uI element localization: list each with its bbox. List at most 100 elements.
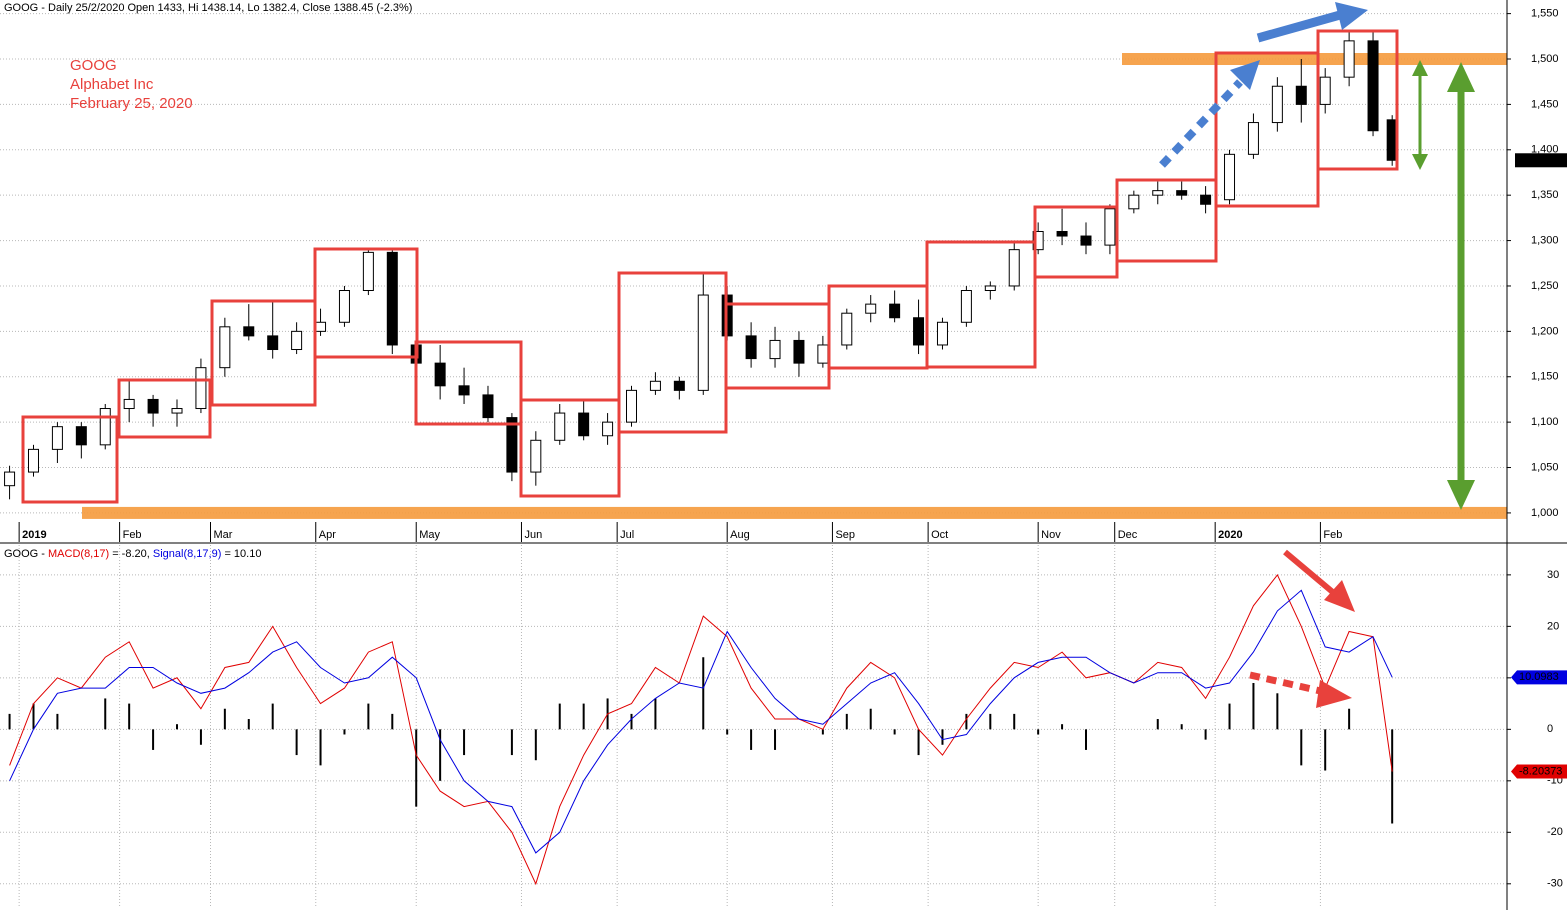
candle-body [1104,208,1116,246]
y-tick-label: 1,000 [1531,507,1559,519]
y-tick-label: 1,500 [1531,53,1559,65]
x-tick-label: Nov [1041,529,1061,541]
arrows [1159,2,1475,708]
y-tick-label: 0 [1547,723,1553,735]
candle-body [697,294,709,391]
x-tick-label: Oct [931,529,948,541]
y-tick-label: 30 [1547,569,1559,581]
candle-body [1295,85,1307,105]
candle-body [27,448,39,473]
candle-body [745,335,757,360]
x-tick-label: Feb [1323,529,1342,541]
candle-body [984,285,996,292]
candle-body [865,303,877,314]
level-band [1122,53,1507,66]
candle-body [936,321,948,346]
candle-body [99,408,111,446]
candle-body [1343,40,1355,78]
y-tick-label: 1,550 [1531,8,1559,20]
y-tick-label: 1,250 [1531,280,1559,292]
candle-body [362,251,374,292]
candle-body [506,417,518,473]
y-tick-label: 20 [1547,620,1559,632]
candle-body [960,290,972,323]
y-tick-label: 1,200 [1531,325,1559,337]
candle-body [147,398,159,414]
y-tick-label: -30 [1547,878,1563,890]
x-tick-label: May [419,529,440,541]
value-tag [1511,670,1567,685]
candle-body [841,312,853,346]
candle-body [913,317,925,346]
candle-body [51,426,63,450]
candle-body [1056,230,1068,237]
x-tick-label: Mar [214,529,233,541]
annotation: Alphabet Inc [70,76,154,93]
last-price-label: 1,388.45 [1517,154,1560,166]
value-tag-label: 10.0983 [1519,671,1559,683]
candle-body [1200,194,1212,205]
candle-body [195,367,207,410]
candle-body [1367,40,1379,132]
candle-body [1271,85,1283,124]
candle-body [889,303,901,319]
x-tick-label: Jun [524,529,542,541]
candle-body [482,394,494,419]
macd-line [9,589,1393,854]
candle-body [1176,190,1188,196]
chart-title: GOOG - Daily 25/2/2020 Open 1433, Hi 143… [4,2,412,14]
y-tick-label: 1,300 [1531,234,1559,246]
y-tick-label: -20 [1547,826,1563,838]
candle-body [1080,235,1092,246]
y-tick-label: 1,350 [1531,189,1559,201]
x-tick-label: Feb [123,529,142,541]
candle-body [75,426,87,446]
candle-body [530,439,542,473]
x-tick-label: Sep [835,529,855,541]
candle-body [769,339,781,360]
candle-body [1008,249,1020,287]
annotation: GOOG [70,57,117,74]
candle-body [458,385,470,396]
candle-body [649,380,661,391]
macd-legend: GOOG - MACD(8,17) = -8.20, Signal(8,17,9… [4,548,261,560]
candle-body [123,398,135,410]
candle-body [243,326,255,337]
value-tag-label: -8.20373 [1519,765,1562,777]
candle-body [1224,153,1236,201]
candle-body [4,471,16,487]
candle-body [578,412,590,437]
candle-body [1247,122,1259,155]
y-tick-label: 1,100 [1531,416,1559,428]
x-tick-label: 2019 [22,529,46,541]
candle-body [793,339,805,364]
level-band [82,506,1507,519]
candle-body [434,362,446,387]
last-price-tag [1515,153,1567,168]
candle-body [1128,194,1140,210]
plot-layer: 1,000 1,050 1,100 1,150 1,200 1,250 1,300 1,350… [0,8,1567,908]
x-tick-label: Dec [1118,529,1138,541]
annotation: February 25, 2020 [70,95,193,112]
macd-line [9,573,1393,886]
y-tick-label: 1,400 [1531,144,1559,156]
candle-body [673,380,685,391]
candle-body [817,344,829,364]
x-tick-label: Aug [730,529,750,541]
candle-body [386,251,398,346]
candle-body [219,326,231,369]
y-tick-label: 1,450 [1531,98,1559,110]
x-tick-label: 2020 [1218,529,1242,541]
candle-body [1152,190,1164,196]
x-tick-label: Jul [620,529,634,541]
x-tick-label: Apr [319,529,336,541]
candle-body [554,412,566,441]
candle-body [171,408,183,414]
candle-body [291,330,303,351]
candle-body [626,389,638,423]
candle-body [315,321,327,332]
candle-body [267,335,279,351]
candle-body [1319,76,1331,105]
